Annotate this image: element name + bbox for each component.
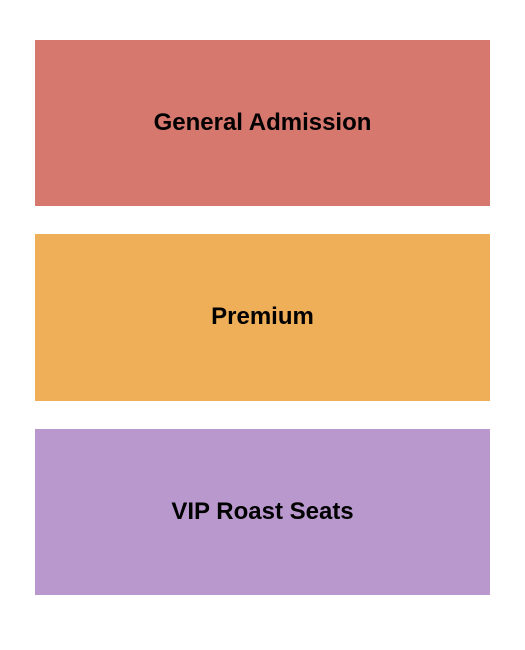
section-label: General Admission	[154, 109, 372, 137]
section-vip-roast-seats[interactable]: VIP Roast Seats	[35, 429, 490, 595]
section-label: Premium	[211, 303, 314, 331]
section-general-admission[interactable]: General Admission	[35, 40, 490, 206]
section-label: VIP Roast Seats	[171, 498, 353, 526]
section-premium[interactable]: Premium	[35, 234, 490, 400]
